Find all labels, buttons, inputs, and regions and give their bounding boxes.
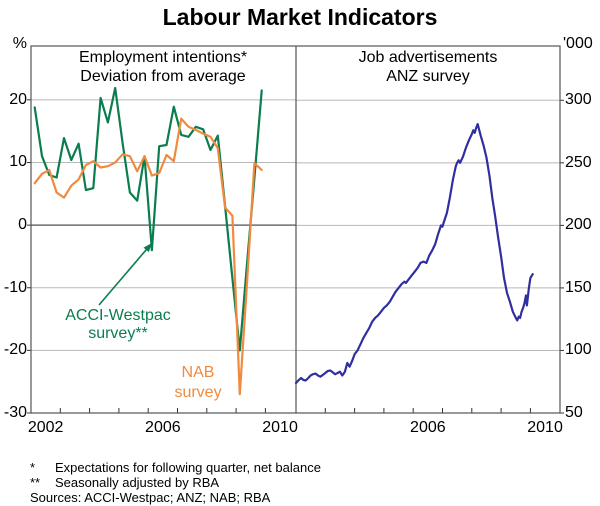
nab-label-line1: NAB [181, 364, 215, 381]
data-series [33, 86, 534, 396]
footnote-2-text: Seasonally adjusted by RBA [55, 475, 220, 490]
y-axis-label: 10 [9, 153, 27, 171]
y-axis-label: 0 [18, 216, 27, 234]
sources-line: Sources: ACCI-Westpac; ANZ; NAB; RBA [30, 490, 271, 505]
footnote-1-marker: * [30, 460, 36, 475]
chart-title: Labour Market Indicators [162, 4, 438, 30]
panel-frame [30, 45, 561, 414]
x-axis-label: 2010 [262, 419, 298, 436]
left-panel-heading-line2: Deviation from average [80, 68, 246, 85]
arrow-shaft [98, 247, 149, 306]
acci-westpac-label-line1: ACCI-Westpac [65, 307, 171, 324]
gridlines [31, 99, 560, 351]
nab-series-line [33, 117, 263, 396]
acci-westpac-label-line2: survey** [88, 325, 148, 342]
x-axis-label: 2002 [27, 419, 64, 436]
right-panel-heading-line2: ANZ survey [386, 68, 470, 85]
y-axis-label: 150 [565, 278, 592, 296]
y-axis-label: 200 [565, 216, 592, 234]
footnote-1-text: Expectations for following quarter, net … [55, 460, 321, 475]
anz-series-line [294, 122, 534, 385]
footnote-2-marker: ** [30, 475, 41, 490]
y-axis-label: -20 [3, 341, 27, 359]
y-axis-label: 250 [565, 153, 592, 171]
y-axis-label: 100 [565, 341, 592, 359]
acci-annotation-arrow [98, 243, 152, 306]
y-axis-label: 50 [565, 404, 583, 421]
x-axis-label: 2010 [527, 419, 563, 436]
nab-label-line2: survey [174, 384, 222, 401]
x-axis-label: 2006 [145, 419, 181, 436]
y-axis-label: -10 [3, 278, 27, 296]
arrow-head [143, 243, 152, 253]
right-panel-heading-line1: Job advertisements [358, 49, 498, 66]
right-axis-unit: '000 [563, 35, 593, 52]
left-panel-heading-line1: Employment intentions* [78, 49, 248, 66]
x-axis-label: 2006 [410, 419, 446, 436]
axis-ticks [27, 99, 564, 414]
y-axis-label: 300 [565, 91, 592, 109]
y-axis-label: 20 [9, 90, 27, 108]
y-axis-label: -30 [3, 404, 27, 421]
left-axis-unit: % [12, 35, 27, 52]
